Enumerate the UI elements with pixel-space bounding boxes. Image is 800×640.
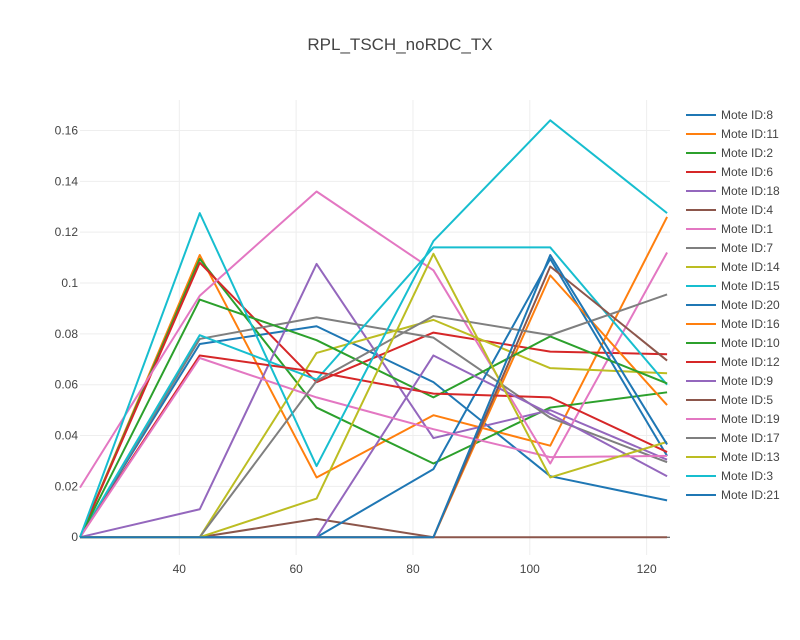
- x-tick-label: 100: [520, 562, 540, 576]
- legend-item[interactable]: Mote ID:9: [686, 374, 773, 388]
- legend-item[interactable]: Mote ID:14: [686, 260, 780, 274]
- legend-label: Mote ID:19: [721, 412, 780, 426]
- legend-item[interactable]: Mote ID:2: [686, 146, 773, 160]
- series-line-mote-id-19: [79, 357, 668, 538]
- legend-item[interactable]: Mote ID:5: [686, 393, 773, 407]
- series-line-mote-id-3: [79, 119, 668, 538]
- series-line-mote-id-15: [79, 246, 668, 538]
- legend-label: Mote ID:14: [721, 260, 780, 274]
- y-tick-label: 0: [71, 530, 78, 544]
- legend-item[interactable]: Mote ID:11: [686, 127, 779, 141]
- y-tick-label: 0.16: [55, 124, 79, 138]
- legend-label: Mote ID:21: [721, 488, 780, 502]
- y-tick-label: 0.04: [55, 429, 79, 443]
- legend-item[interactable]: Mote ID:1: [686, 222, 773, 236]
- series-line-mote-id-21: [80, 254, 668, 539]
- legend-item[interactable]: Mote ID:15: [686, 279, 780, 293]
- legend-item[interactable]: Mote ID:3: [686, 469, 773, 483]
- legend-label: Mote ID:5: [721, 393, 773, 407]
- legend-label: Mote ID:3: [721, 469, 773, 483]
- y-tick-label: 0.1: [61, 276, 78, 290]
- y-tick-label: 0.02: [55, 479, 79, 493]
- legend-item[interactable]: Mote ID:16: [686, 317, 780, 331]
- legend-item[interactable]: Mote ID:6: [686, 165, 773, 179]
- legend-label: Mote ID:17: [721, 431, 780, 445]
- legend-label: Mote ID:16: [721, 317, 780, 331]
- x-tick-label: 120: [637, 562, 657, 576]
- x-tick-label: 40: [173, 562, 187, 576]
- legend-label: Mote ID:12: [721, 355, 780, 369]
- x-tick-label: 60: [289, 562, 303, 576]
- legend-item[interactable]: Mote ID:7: [686, 241, 773, 255]
- y-tick-label: 0.08: [55, 327, 79, 341]
- legend-item[interactable]: Mote ID:10: [686, 336, 780, 350]
- legend-label: Mote ID:20: [721, 298, 780, 312]
- series-line-mote-id-6: [79, 261, 668, 538]
- legend-label: Mote ID:15: [721, 279, 780, 293]
- legend-item[interactable]: Mote ID:21: [686, 488, 780, 502]
- legend-item[interactable]: Mote ID:19: [686, 412, 780, 426]
- axes: 40 60 80 100 120 0 0.02 0.04 0.06 0.08 0.1 0.12 0.14…: [55, 124, 657, 576]
- series-line-mote-id-2: [79, 257, 668, 538]
- legend-item[interactable]: Mote ID:20: [686, 298, 780, 312]
- y-tick-label: 0.14: [55, 174, 79, 188]
- legend-label: Mote ID:2: [721, 146, 773, 160]
- series-line-mote-id-12: [79, 354, 668, 538]
- legend-label: Mote ID:18: [721, 184, 780, 198]
- legend-label: Mote ID:6: [721, 165, 773, 179]
- legend-label: Mote ID:8: [721, 108, 773, 122]
- legend-item[interactable]: Mote ID:13: [686, 450, 780, 464]
- legend-label: Mote ID:10: [721, 336, 780, 350]
- x-tick-label: 80: [406, 562, 420, 576]
- legend-label: Mote ID:11: [721, 127, 779, 141]
- y-tick-label: 0.06: [55, 378, 79, 392]
- legend-item[interactable]: Mote ID:8: [686, 108, 773, 122]
- series-line-mote-id-18: [79, 262, 668, 539]
- series-lines: [79, 119, 668, 539]
- legend[interactable]: Mote ID:8 Mote ID:11 Mote ID:2 Mote ID:6 Mot…: [686, 108, 780, 502]
- y-tick-label: 0.12: [55, 225, 79, 239]
- legend-label: Mote ID:1: [721, 222, 773, 236]
- legend-item[interactable]: Mote ID:12: [686, 355, 780, 369]
- legend-label: Mote ID:13: [721, 450, 780, 464]
- legend-item[interactable]: Mote ID:17: [686, 431, 780, 445]
- series-line-mote-id-1: [79, 190, 668, 489]
- chart-title: RPL_TSCH_noRDC_TX: [307, 35, 492, 54]
- legend-item[interactable]: Mote ID:18: [686, 184, 780, 198]
- legend-label: Mote ID:7: [721, 241, 773, 255]
- series-line-mote-id-10: [79, 298, 668, 538]
- legend-label: Mote ID:9: [721, 374, 773, 388]
- legend-item[interactable]: Mote ID:4: [686, 203, 773, 217]
- legend-label: Mote ID:4: [721, 203, 773, 217]
